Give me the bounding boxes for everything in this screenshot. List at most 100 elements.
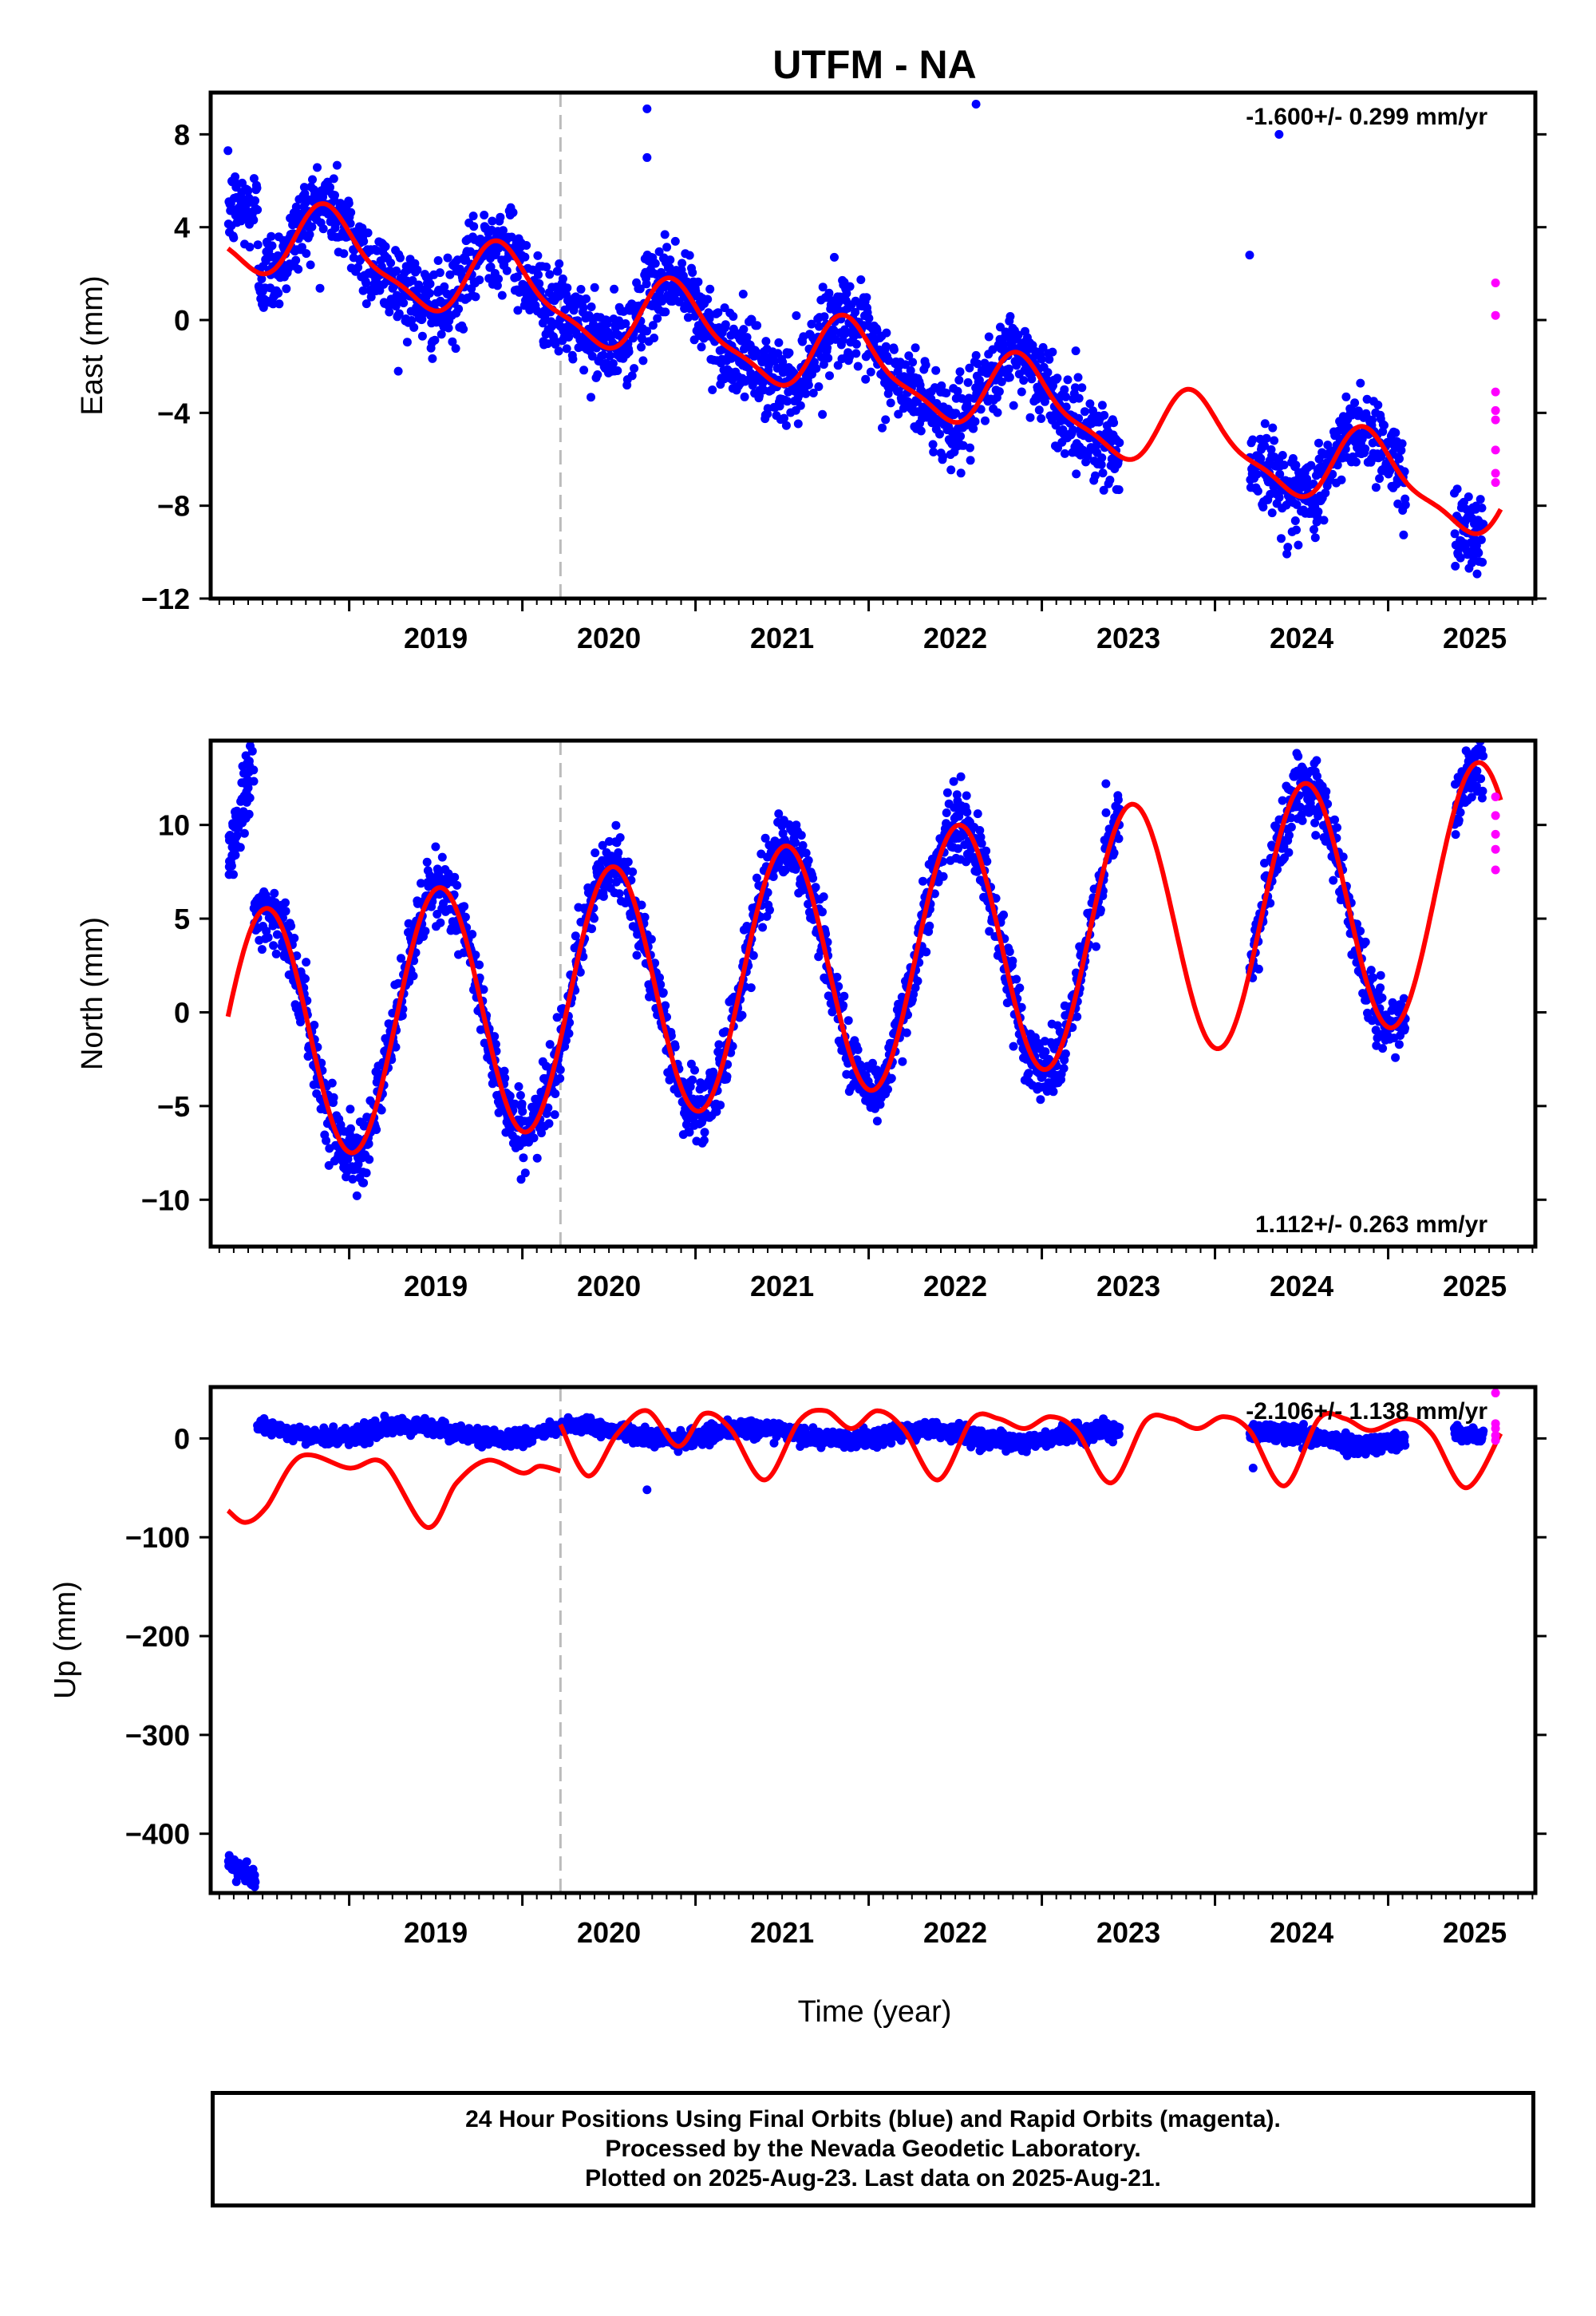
data-point [1059, 1064, 1069, 1073]
data-point [302, 958, 311, 967]
data-point [627, 371, 637, 381]
data-point [1314, 812, 1323, 821]
x-tick-label: 2020 [577, 622, 641, 654]
data-point [721, 320, 730, 330]
data-point [901, 360, 911, 370]
data-point [1400, 1023, 1409, 1033]
data-point [305, 230, 314, 239]
data-point [1451, 561, 1460, 571]
data-point [816, 353, 826, 362]
data-point [396, 253, 405, 263]
data-point [823, 343, 832, 353]
data-point [950, 803, 959, 812]
data-point [931, 366, 941, 375]
data-point [1314, 507, 1323, 516]
data-point [632, 951, 642, 960]
data-point [587, 924, 596, 934]
data-point [1005, 947, 1014, 956]
data-point [330, 191, 339, 200]
data-point [678, 259, 687, 268]
data-point [1341, 392, 1351, 401]
outlier-point [1274, 129, 1284, 139]
data-point [1278, 796, 1287, 805]
data-point [862, 293, 871, 302]
data-point [1114, 485, 1124, 495]
data-point [740, 392, 749, 401]
data-point [1310, 818, 1320, 828]
data-point [291, 202, 301, 211]
data-point [313, 163, 322, 172]
data-point [801, 848, 811, 858]
data-point [1452, 484, 1462, 494]
data-point [838, 335, 847, 345]
velocity-label: -1.600+/- 0.299 mm/yr [1246, 104, 1487, 130]
final-orbit-points [224, 741, 1488, 1200]
data-point [354, 263, 363, 272]
data-point [301, 974, 310, 983]
data-point [1275, 469, 1285, 479]
data-point [271, 949, 281, 958]
data-point [973, 359, 982, 369]
data-point [445, 270, 455, 279]
data-point [1393, 499, 1403, 508]
y-tick-label: 4 [174, 211, 190, 244]
data-point [1001, 329, 1011, 338]
data-point [851, 307, 860, 317]
data-point [516, 1091, 525, 1100]
x-tick-label: 2024 [1270, 622, 1333, 654]
data-point [832, 972, 842, 982]
data-point [437, 330, 446, 339]
data-point [555, 1073, 565, 1083]
data-point [808, 874, 818, 883]
plot-area [223, 1387, 1503, 1893]
data-point [535, 279, 544, 288]
data-point [513, 306, 523, 315]
data-point [224, 870, 234, 879]
data-point [722, 1072, 732, 1081]
panel-2: 2019 2020 2021 2022 2023 2024 20251050−5−10Nor… [76, 738, 1547, 1302]
data-point [861, 374, 871, 384]
velocity-label: 1.112+/- 0.263 mm/yr [1255, 1211, 1487, 1238]
data-point [752, 348, 761, 358]
data-point [697, 342, 706, 352]
data-point [881, 342, 891, 351]
data-point [824, 354, 833, 363]
data-point [475, 960, 484, 970]
data-point [1061, 1049, 1070, 1058]
data-point [1376, 983, 1385, 993]
data-point [1314, 438, 1323, 448]
data-point [386, 259, 396, 267]
data-point [248, 1879, 258, 1889]
data-point [951, 409, 961, 418]
data-point [564, 1029, 574, 1038]
data-point [561, 1036, 571, 1045]
data-point [908, 358, 918, 367]
data-point [1396, 445, 1406, 455]
data-point [818, 907, 827, 917]
data-point [522, 241, 531, 250]
data-point [1096, 905, 1105, 915]
data-point [1397, 439, 1407, 449]
data-point [746, 369, 756, 378]
data-point [1073, 373, 1083, 382]
data-point [820, 312, 829, 322]
data-point [648, 321, 658, 330]
data-point [1274, 492, 1284, 502]
data-point [1351, 457, 1361, 467]
data-point [1101, 808, 1111, 817]
data-point [322, 1136, 331, 1145]
data-point [780, 413, 788, 423]
data-point [637, 900, 646, 910]
data-point [500, 1066, 509, 1076]
data-point [510, 1099, 519, 1109]
data-point [486, 262, 496, 271]
data-point [365, 1155, 374, 1164]
data-point [1294, 540, 1303, 550]
data-point [1285, 831, 1294, 840]
data-point [1309, 479, 1318, 488]
data-point [658, 988, 668, 998]
data-point [329, 1093, 338, 1102]
data-point [1266, 899, 1275, 908]
data-point [693, 277, 703, 287]
data-point [520, 252, 530, 262]
